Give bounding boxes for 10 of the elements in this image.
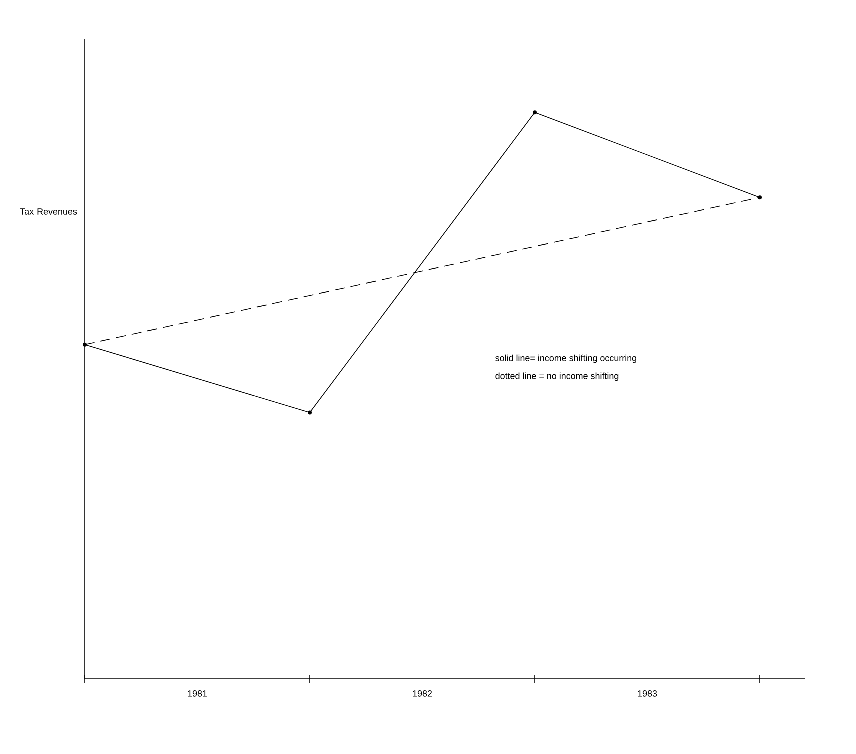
x-tick-label: 1982 bbox=[413, 690, 432, 697]
point bbox=[83, 342, 87, 347]
point bbox=[308, 410, 312, 415]
x-tick-label: 1981 bbox=[188, 690, 208, 697]
point bbox=[533, 110, 537, 115]
y-axis-title: Tax Revenues bbox=[20, 208, 78, 215]
annotation: dotted line = no income shifting bbox=[496, 372, 619, 382]
point bbox=[758, 196, 762, 200]
x-tick-label: 1983 bbox=[638, 690, 658, 697]
annotation: solid line= income shifting occurring bbox=[496, 354, 637, 364]
